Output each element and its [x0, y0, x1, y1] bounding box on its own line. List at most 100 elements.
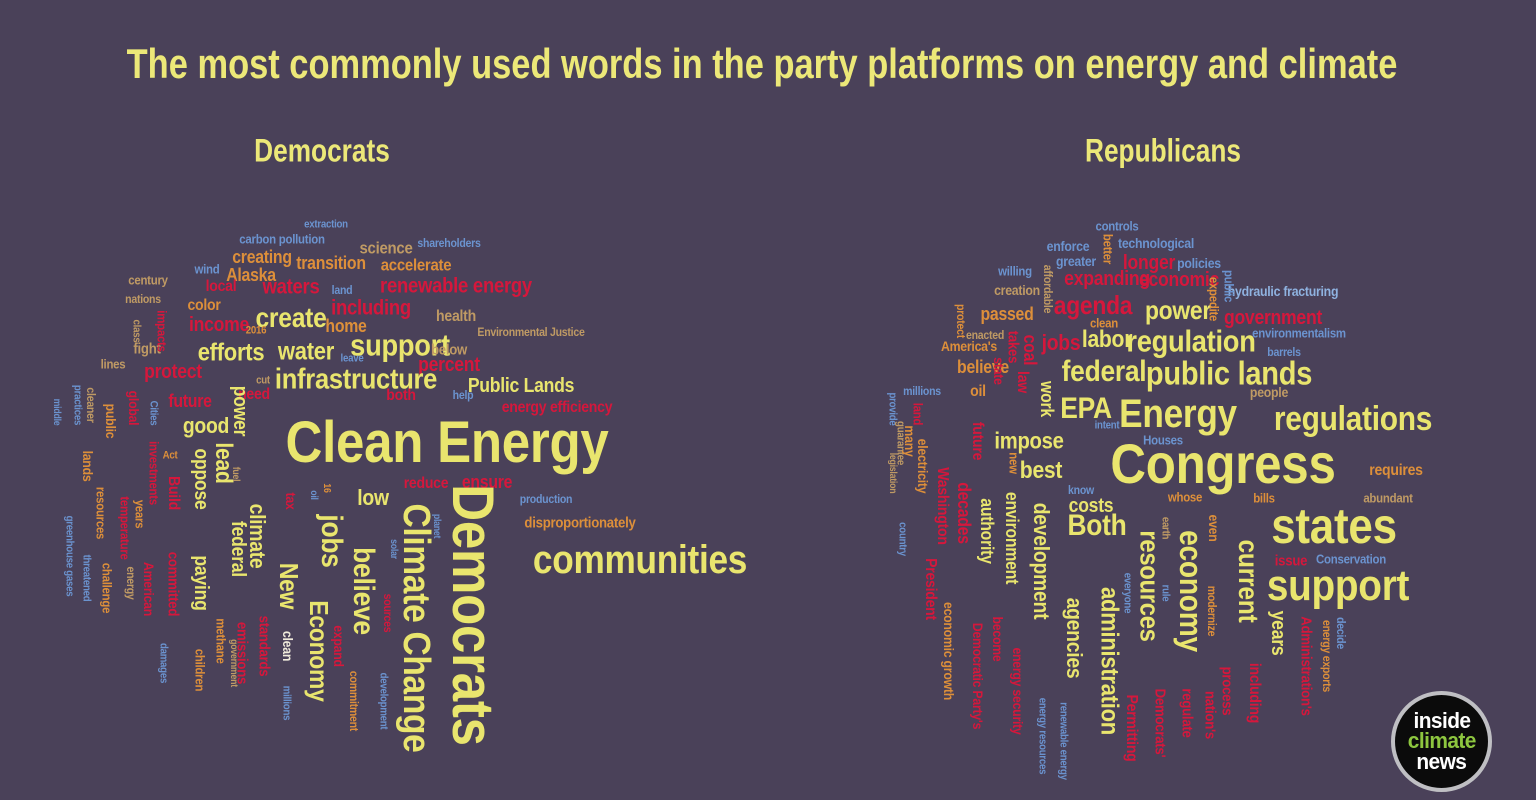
cloud-word: coal — [1020, 334, 1040, 366]
cloud-word: including — [331, 296, 411, 320]
cloud-word: years — [1267, 610, 1289, 656]
cloud-word: Democrats' — [1151, 688, 1169, 758]
cloud-word: renewable energy — [380, 274, 532, 298]
cloud-word: percent — [418, 354, 480, 376]
cloud-word: expanding — [1064, 268, 1150, 290]
cloud-word: clean — [1090, 315, 1118, 331]
cloud-word: creation — [994, 282, 1040, 298]
cloud-word: agenda — [1053, 290, 1133, 320]
cloud-word: including — [1246, 662, 1263, 724]
cloud-word: Energy — [1119, 392, 1237, 436]
logo-text-climate: climate — [1407, 728, 1476, 754]
cloud-word: know — [1068, 483, 1094, 497]
cloud-word: President — [922, 558, 939, 620]
cloud-word: protect — [144, 361, 202, 383]
cloud-word: abundant — [1363, 490, 1413, 506]
cloud-word: shareholders — [417, 236, 481, 250]
cloud-word: home — [325, 316, 367, 336]
cloud-word: enforce — [1046, 238, 1090, 254]
cloud-word: Administration's — [1297, 616, 1315, 716]
cloud-word: energy exports — [1320, 619, 1334, 693]
cloud-word: regulate — [1178, 688, 1196, 738]
cloud-word: better — [1100, 233, 1116, 265]
cloud-word: decide — [1334, 617, 1348, 649]
cloud-word: help — [452, 388, 474, 402]
cloud-word: public — [1221, 269, 1237, 303]
cloud-word: water — [277, 337, 335, 366]
cloud-word: Permitting — [1123, 694, 1140, 762]
cloud-word: intent — [1094, 419, 1120, 432]
cloud-word: leave — [340, 352, 364, 365]
cloud-word: energy resources — [1036, 697, 1049, 775]
cloud-word: affordable — [1041, 264, 1055, 314]
cloud-word: EPA — [1060, 392, 1112, 425]
cloud-word: Washington — [934, 467, 951, 545]
cloud-word: energy efficiency — [501, 399, 613, 416]
cloud-word: government — [1223, 307, 1323, 329]
cloud-word: process — [1218, 666, 1236, 716]
cloud-word: need — [238, 386, 270, 403]
cloud-word: creating — [232, 247, 292, 267]
cloud-word: century — [128, 272, 168, 288]
cloud-word: protect — [954, 304, 968, 338]
cloud-word: power — [1144, 295, 1212, 325]
cloud-word: lines — [100, 356, 126, 372]
cloud-word: reduce — [403, 475, 449, 492]
cloud-word: impose — [994, 427, 1064, 454]
cloud-word: best — [1019, 457, 1063, 484]
cloud-word: work — [1037, 381, 1057, 417]
cloud-word: law — [1014, 371, 1031, 393]
cloud-word: current — [1233, 539, 1264, 623]
cloud-word: ensure — [461, 472, 513, 492]
cloud-word: cut — [256, 374, 270, 387]
cloud-word: economy — [1173, 530, 1209, 652]
cloud-word: enacted — [965, 328, 1005, 342]
republicans-header: Republicans — [1084, 132, 1242, 169]
cloud-word: Both — [1067, 509, 1127, 542]
cloud-word: renewable energy — [1057, 702, 1070, 780]
cloud-word: public lands — [1145, 354, 1313, 392]
cloud-word: policies — [1177, 255, 1221, 271]
cloud-word: support — [1266, 561, 1410, 610]
cloud-word: Conservation — [1316, 551, 1386, 567]
cloud-word: support — [350, 327, 450, 363]
cloud-word: waters — [262, 275, 320, 299]
cloud-word: millions — [903, 384, 941, 398]
cloud-word: federal — [1061, 355, 1147, 388]
cloud-word: create — [255, 302, 327, 333]
cloud-word: America's — [940, 338, 998, 354]
cloud-word: modernize — [1205, 585, 1219, 637]
cloud-word: people — [1249, 384, 1289, 400]
cloud-word: infrastructure — [274, 363, 438, 396]
cloud-word: 2016 — [245, 324, 267, 337]
cloud-word: wind — [194, 261, 220, 277]
cloud-word: issue — [1274, 552, 1308, 570]
cloud-word: disproportionately — [524, 514, 636, 532]
cloud-word: land — [910, 402, 926, 426]
cloud-word: regulations — [1273, 400, 1433, 438]
cloud-word: efforts — [197, 338, 265, 367]
cloud-word: technological — [1118, 235, 1194, 251]
cloud-word: Congress — [1110, 432, 1336, 495]
cloud-word: electricity — [915, 438, 931, 494]
cloud-word: Environmental Justice — [477, 325, 585, 339]
cloud-word: become — [990, 616, 1006, 662]
cloud-word: production — [519, 492, 573, 506]
cloud-word: Houses — [1143, 432, 1183, 448]
cloud-word: longer — [1122, 252, 1176, 274]
cloud-word: resources — [1134, 530, 1165, 642]
cloud-word: barrels — [1267, 345, 1301, 359]
cloud-word: even — [1206, 514, 1222, 542]
democrats-header: Democrats — [254, 132, 390, 169]
cloud-word: labor — [1081, 326, 1133, 353]
cloud-word: country — [896, 522, 909, 556]
cloud-word: states — [1271, 498, 1397, 554]
cloud-word: fight — [133, 340, 161, 358]
cloud-word: requires — [1369, 462, 1423, 479]
cloud-word: takes — [1004, 330, 1022, 364]
cloud-word: greater — [1056, 253, 1096, 269]
cloud-word: passed — [980, 304, 1034, 324]
cloud-word: agencies — [1062, 597, 1087, 679]
cloud-word: authority — [977, 498, 997, 564]
